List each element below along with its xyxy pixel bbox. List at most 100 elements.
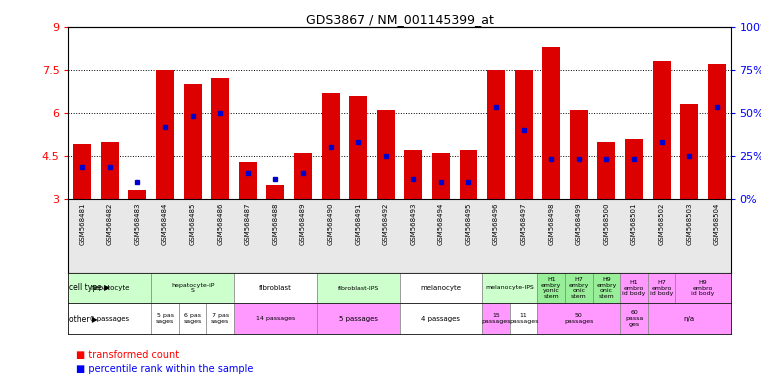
Bar (537, 273, 565, 303)
Text: ■ percentile rank within the sample: ■ percentile rank within the sample (76, 364, 253, 374)
Bar (404, 150, 422, 199)
Text: 15
passages: 15 passages (482, 313, 511, 324)
Text: GSM568491: GSM568491 (355, 203, 361, 245)
Text: GSM568494: GSM568494 (438, 203, 444, 245)
Bar (460, 150, 477, 199)
Text: GSM568495: GSM568495 (466, 203, 472, 245)
Text: other ▶: other ▶ (68, 314, 97, 323)
Text: 11
passages: 11 passages (509, 313, 538, 324)
Bar (239, 162, 256, 199)
Bar (68, 303, 151, 334)
Bar (625, 139, 643, 199)
Text: 60
passa
ges: 60 passa ges (625, 310, 643, 327)
Text: GSM568493: GSM568493 (410, 203, 416, 245)
Bar (234, 273, 317, 303)
Bar (565, 273, 593, 303)
Bar (266, 185, 285, 199)
Text: 14 passages: 14 passages (256, 316, 295, 321)
Bar (680, 104, 698, 199)
Bar (537, 303, 620, 334)
Bar (432, 153, 450, 199)
Text: GSM568504: GSM568504 (714, 203, 720, 245)
Bar (151, 273, 234, 303)
Bar (183, 84, 202, 199)
Text: GSM568485: GSM568485 (189, 203, 196, 245)
Text: 4 passages: 4 passages (422, 316, 460, 322)
Bar (317, 273, 400, 303)
Bar (514, 70, 533, 199)
Text: fibroblast: fibroblast (259, 285, 291, 291)
Text: H9
embro
id body: H9 embro id body (691, 280, 715, 296)
Bar (68, 273, 151, 303)
Bar (593, 273, 620, 303)
Text: ■ transformed count: ■ transformed count (76, 350, 180, 360)
Text: melanocyte-IPS: melanocyte-IPS (486, 285, 534, 291)
Text: GSM568500: GSM568500 (603, 203, 610, 245)
Bar (179, 303, 206, 334)
Text: GSM568487: GSM568487 (245, 203, 251, 245)
Bar (294, 153, 312, 199)
Bar (317, 303, 400, 334)
Bar (349, 96, 367, 199)
Bar (206, 303, 234, 334)
Text: GSM568483: GSM568483 (135, 203, 141, 245)
Bar (487, 70, 505, 199)
Text: 0 passages: 0 passages (91, 316, 129, 322)
Text: n/a: n/a (683, 316, 695, 322)
Text: H1
embro
id body: H1 embro id body (622, 280, 645, 296)
Bar (708, 64, 726, 199)
Bar (400, 303, 482, 334)
Text: GSM568502: GSM568502 (658, 203, 664, 245)
Text: GSM568489: GSM568489 (300, 203, 306, 245)
Text: 6 pas
sages: 6 pas sages (183, 313, 202, 324)
Bar (377, 110, 395, 199)
Bar (322, 93, 339, 199)
Bar (212, 78, 229, 199)
Bar (73, 144, 91, 199)
Text: GSM568492: GSM568492 (383, 203, 389, 245)
Text: GSM568496: GSM568496 (493, 203, 499, 245)
Text: 5 passages: 5 passages (339, 316, 377, 322)
Bar (543, 47, 560, 199)
Title: GDS3867 / NM_001145399_at: GDS3867 / NM_001145399_at (306, 13, 493, 26)
Bar (653, 61, 670, 199)
Text: GSM568497: GSM568497 (521, 203, 527, 245)
Bar (482, 303, 510, 334)
Text: 5 pas
sages: 5 pas sages (156, 313, 174, 324)
Text: melanocyte: melanocyte (420, 285, 461, 291)
Bar (620, 303, 648, 334)
Text: GSM568486: GSM568486 (217, 203, 223, 245)
Bar (151, 303, 179, 334)
Text: cell type ▶: cell type ▶ (68, 283, 110, 293)
Text: H7
embry
onic
stem: H7 embry onic stem (568, 277, 589, 299)
Bar (648, 273, 676, 303)
Bar (620, 273, 648, 303)
Text: GSM568498: GSM568498 (548, 203, 554, 245)
Bar (234, 303, 317, 334)
Bar (510, 303, 537, 334)
Bar (156, 70, 174, 199)
Bar (676, 273, 731, 303)
Text: GSM568503: GSM568503 (686, 203, 693, 245)
Text: GSM568484: GSM568484 (162, 203, 168, 245)
Bar (129, 190, 146, 199)
Text: H7
embro
id body: H7 embro id body (650, 280, 673, 296)
Bar (482, 273, 537, 303)
Text: H9
embry
onic
stem: H9 embry onic stem (596, 277, 616, 299)
Text: hepatocyte: hepatocyte (91, 285, 129, 291)
Bar (597, 142, 616, 199)
Bar (101, 142, 119, 199)
Bar (400, 273, 482, 303)
Text: 50
passages: 50 passages (564, 313, 594, 324)
Bar (648, 303, 731, 334)
Text: 7 pas
sages: 7 pas sages (211, 313, 229, 324)
Text: GSM568490: GSM568490 (327, 203, 333, 245)
Text: GSM568499: GSM568499 (576, 203, 582, 245)
Text: GSM568481: GSM568481 (79, 203, 85, 245)
Bar (570, 110, 587, 199)
Text: hepatocyte-iP
S: hepatocyte-iP S (171, 283, 215, 293)
Text: GSM568488: GSM568488 (272, 203, 279, 245)
Text: GSM568482: GSM568482 (107, 203, 113, 245)
Text: H1
embry
yonic
stem: H1 embry yonic stem (541, 277, 562, 299)
Text: fibroblast-IPS: fibroblast-IPS (338, 285, 379, 291)
